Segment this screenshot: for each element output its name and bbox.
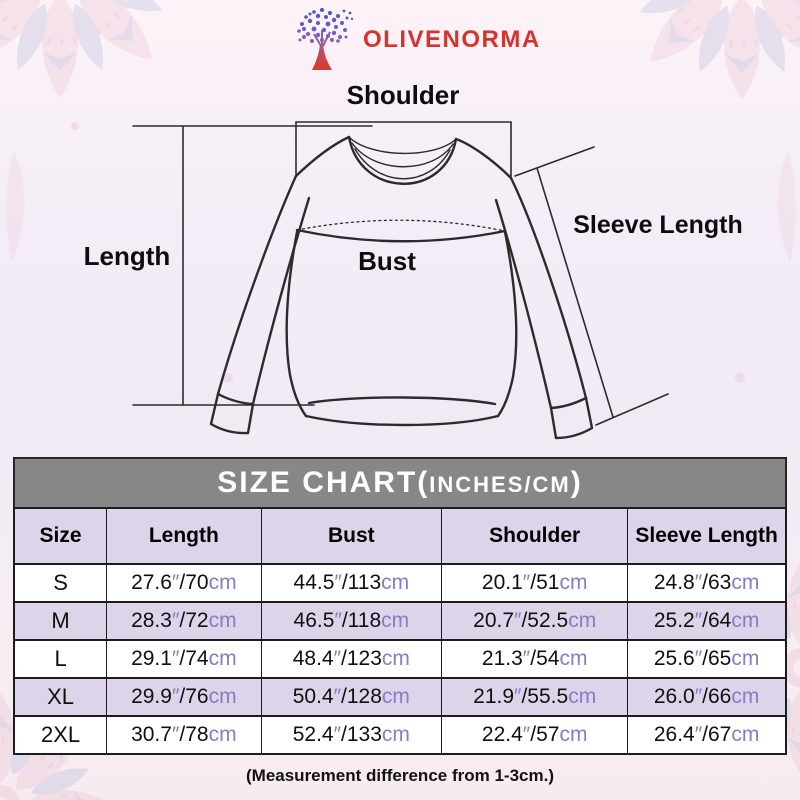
bust-label: Bust — [358, 246, 416, 276]
bust-measurement-cell: 52.4″/133cm — [260, 715, 443, 755]
column-header-size: Size — [13, 507, 108, 565]
size-cell: L — [13, 639, 108, 679]
shoulder-measurement-cell: 20.1″/51cm — [441, 563, 629, 603]
sweater-sketch — [132, 121, 669, 440]
brand-name: OLIVENORMA — [363, 26, 541, 53]
length-measurement-cell: 28.3″/72cm — [106, 601, 262, 641]
column-header-sleeve-length: Sleeve Length — [627, 507, 787, 565]
title-unit: INCHES/CM — [429, 472, 571, 497]
size-table: Size Length Bust Shoulder Sleeve Length … — [13, 507, 787, 755]
length-label: Length — [83, 241, 171, 271]
table-row: 2XL 30.7″/78cm 52.4″/133cm 22.4″/57cm 26.4″/… — [13, 715, 787, 755]
sleeve-measurement-cell: 24.8″/63cm — [627, 563, 787, 603]
sleeve-length-label: Sleeve Length — [573, 211, 743, 239]
tree-icon — [297, 8, 354, 70]
sleeve-measurement-cell: 25.2″/64cm — [627, 601, 787, 641]
size-cell: 2XL — [13, 715, 108, 755]
brand-logo: OLIVENORMA — [292, 4, 541, 76]
bust-measurement-cell: 46.5″/118cm — [260, 601, 443, 641]
size-cell: XL — [13, 677, 108, 717]
length-measurement-cell: 30.7″/78cm — [106, 715, 262, 755]
column-header-length: Length — [106, 507, 262, 565]
table-row: S 27.6″/70cm 44.5″/113cm 20.1″/51cm 24.8″/63… — [13, 563, 787, 603]
size-cell: S — [13, 563, 108, 603]
table-row: XL 29.9″/76cm 50.4″/128cm 21.9″/55.5cm 26.0″… — [13, 677, 787, 717]
length-measurement-cell: 29.1″/74cm — [106, 639, 262, 679]
table-row: L 29.1″/74cm 48.4″/123cm 21.3″/54cm 25.6″/65… — [13, 639, 787, 679]
bust-measurement-cell: 50.4″/128cm — [260, 677, 443, 717]
shoulder-measurement-cell: 21.3″/54cm — [441, 639, 629, 679]
column-header-shoulder: Shoulder — [441, 507, 629, 565]
sleeve-measurement-cell: 26.4″/67cm — [627, 715, 787, 755]
table-header-row: Size Length Bust Shoulder Sleeve Length — [13, 507, 787, 565]
size-cell: M — [13, 601, 108, 641]
sleeve-measurement-cell: 25.6″/65cm — [627, 639, 787, 679]
shoulder-label: Shoulder — [346, 80, 460, 110]
sleeve-measurement-cell: 26.0″/66cm — [627, 677, 787, 717]
measurement-note: (Measurement difference from 1-3cm.) — [246, 766, 554, 785]
shoulder-measurement-cell: 21.9″/55.5cm — [441, 677, 629, 717]
bust-measurement-cell: 44.5″/113cm — [260, 563, 443, 603]
shoulder-measurement-cell: 22.4″/57cm — [441, 715, 629, 755]
shoulder-measurement-cell: 20.7″/52.5cm — [441, 601, 629, 641]
size-table-body: S 27.6″/70cm 44.5″/113cm 20.1″/51cm 24.8″/63… — [13, 563, 787, 755]
column-header-bust: Bust — [260, 507, 443, 565]
table-row: M 28.3″/72cm 46.5″/118cm 20.7″/52.5cm 25.2″/… — [13, 601, 787, 641]
bust-measurement-cell: 48.4″/123cm — [260, 639, 443, 679]
length-measurement-cell: 29.9″/76cm — [106, 677, 262, 717]
measurement-diagram: Shoulder Length Bust Sleeve Length — [83, 80, 743, 440]
title-main: SIZE CHART( — [217, 466, 430, 499]
size-chart-title: SIZE CHART(INCHES/CM) — [13, 457, 787, 507]
length-measurement-cell: 27.6″/70cm — [106, 563, 262, 603]
title-close: ) — [570, 466, 583, 499]
